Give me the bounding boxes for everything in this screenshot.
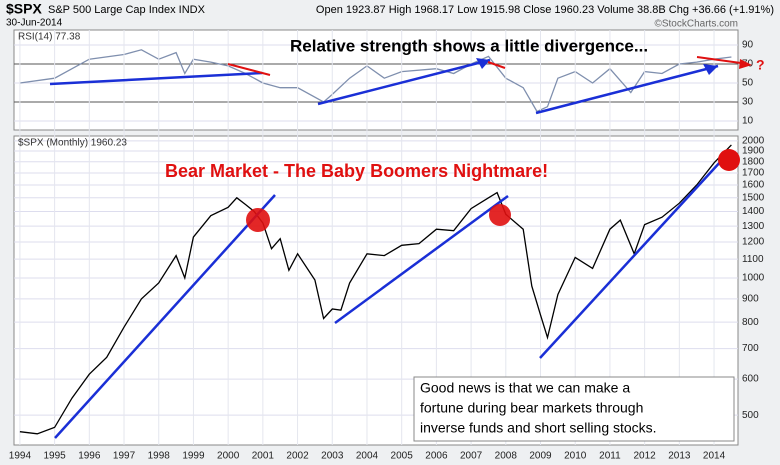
x-tick-label: 2009 bbox=[529, 451, 552, 462]
x-tick-label: 2006 bbox=[425, 451, 448, 462]
series-line bbox=[19, 144, 732, 435]
y-tick-label: 800 bbox=[742, 317, 759, 328]
x-tick-label: 1997 bbox=[113, 451, 136, 462]
trend-line bbox=[54, 194, 276, 439]
note-line: fortune during bear markets through bbox=[420, 400, 643, 416]
question-mark: ? bbox=[756, 57, 765, 73]
x-tick-label: 2002 bbox=[286, 451, 309, 462]
x-tick-label: 2004 bbox=[356, 451, 379, 462]
y-tick-label: 50 bbox=[742, 78, 754, 89]
x-tick-label: 1996 bbox=[78, 451, 101, 462]
x-tick-label: 1995 bbox=[43, 451, 66, 462]
trend-line bbox=[696, 56, 749, 65]
y-tick-label: 1400 bbox=[742, 206, 765, 217]
y-tick-label: 600 bbox=[742, 374, 759, 385]
y-tick-label: 700 bbox=[742, 343, 759, 354]
trend-line bbox=[227, 63, 271, 76]
rsi-annotation: Relative strength shows a little diverge… bbox=[290, 36, 648, 55]
y-tick-label: 1300 bbox=[742, 221, 765, 232]
x-tick-label: 2008 bbox=[495, 451, 518, 462]
trend-line bbox=[487, 61, 506, 69]
trend-line bbox=[539, 159, 723, 359]
arrow-head bbox=[703, 64, 718, 75]
x-tick-label: 1994 bbox=[9, 451, 32, 462]
y-tick-label: 1800 bbox=[742, 156, 765, 167]
x-tick-label: 2000 bbox=[217, 451, 240, 462]
y-tick-label: 1700 bbox=[742, 168, 765, 179]
y-tick-label: 500 bbox=[742, 410, 759, 421]
quote: Open 1923.87 High 1968.17 Low 1915.98 Cl… bbox=[316, 4, 774, 16]
y-tick-label: 30 bbox=[742, 97, 754, 108]
arrow-head bbox=[476, 58, 490, 69]
price-annotation: Bear Market - The Baby Boomers Nightmare… bbox=[165, 161, 548, 181]
trend-line bbox=[535, 64, 719, 115]
arrow-head bbox=[739, 59, 752, 69]
y-tick-label: 1200 bbox=[742, 237, 765, 248]
price-legend: $SPX (Monthly) 1960.23 bbox=[18, 138, 127, 149]
x-tick-label: 2001 bbox=[252, 451, 275, 462]
note-line: Good news is that we can make a bbox=[420, 380, 630, 396]
date: 30-Jun-2014 bbox=[6, 18, 63, 29]
x-tick-label: 2014 bbox=[703, 451, 726, 462]
x-tick-label: 2005 bbox=[391, 451, 414, 462]
x-tick-label: 1999 bbox=[182, 451, 205, 462]
x-tick-label: 2007 bbox=[460, 451, 483, 462]
y-tick-label: 1000 bbox=[742, 273, 765, 284]
x-tick-label: 2011 bbox=[599, 451, 621, 462]
y-tick-label: 1100 bbox=[742, 254, 764, 265]
rsi-legend: RSI(14) 77.38 bbox=[18, 32, 81, 43]
y-tick-label: 1500 bbox=[742, 192, 765, 203]
marker-circle bbox=[246, 208, 270, 232]
symbol: $SPX bbox=[6, 1, 42, 17]
marker-circle bbox=[718, 149, 740, 171]
y-tick-label: 90 bbox=[742, 40, 754, 51]
y-tick-label: 1600 bbox=[742, 180, 765, 191]
x-tick-label: 2003 bbox=[321, 451, 344, 462]
index-name: S&P 500 Large Cap Index INDX bbox=[48, 4, 206, 16]
note-line: inverse funds and short selling stocks. bbox=[420, 420, 657, 436]
y-tick-label: 10 bbox=[742, 116, 754, 127]
plot-layer: 1030507090500600700800900100011001200130… bbox=[9, 30, 765, 462]
trend-line bbox=[49, 71, 263, 86]
x-tick-label: 2010 bbox=[564, 451, 587, 462]
trend-line bbox=[317, 58, 491, 106]
note-box bbox=[413, 376, 735, 442]
trend-line bbox=[334, 194, 509, 325]
marker-circle bbox=[489, 204, 511, 226]
x-tick-label: 2013 bbox=[668, 451, 691, 462]
x-tick-label: 1998 bbox=[148, 451, 171, 462]
credit: ©StockCharts.com bbox=[654, 19, 738, 30]
y-tick-label: 2000 bbox=[742, 136, 765, 147]
annotations bbox=[49, 56, 752, 442]
x-tick-label: 2012 bbox=[634, 451, 657, 462]
y-tick-label: 900 bbox=[742, 294, 759, 305]
y-tick-label: 1900 bbox=[742, 146, 765, 157]
series-line bbox=[19, 49, 732, 113]
